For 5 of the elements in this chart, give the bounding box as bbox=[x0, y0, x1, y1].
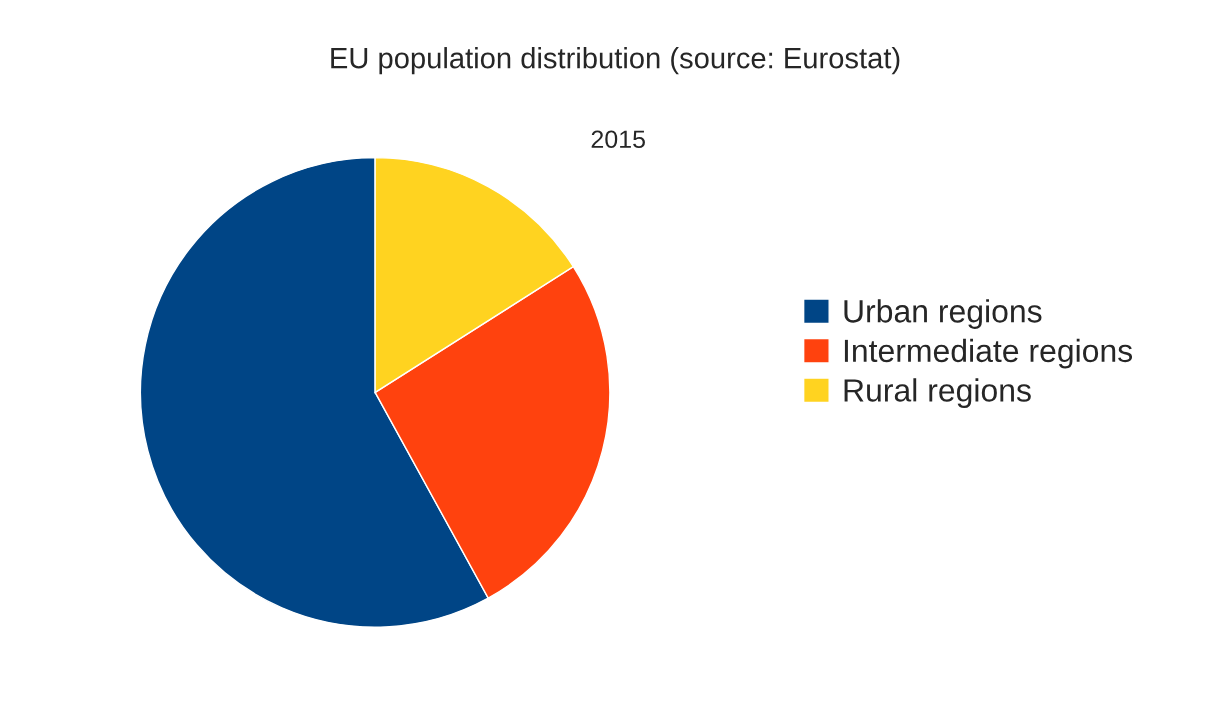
legend-label: Intermediate regions bbox=[844, 338, 1133, 369]
text: 2015 bbox=[591, 130, 645, 149]
legend-label: Urban regions bbox=[844, 299, 1042, 329]
chart-title: EU population distribution (source: Eurostat) bbox=[331, 47, 900, 75]
legend-label: Rural regions bbox=[844, 378, 1031, 409]
